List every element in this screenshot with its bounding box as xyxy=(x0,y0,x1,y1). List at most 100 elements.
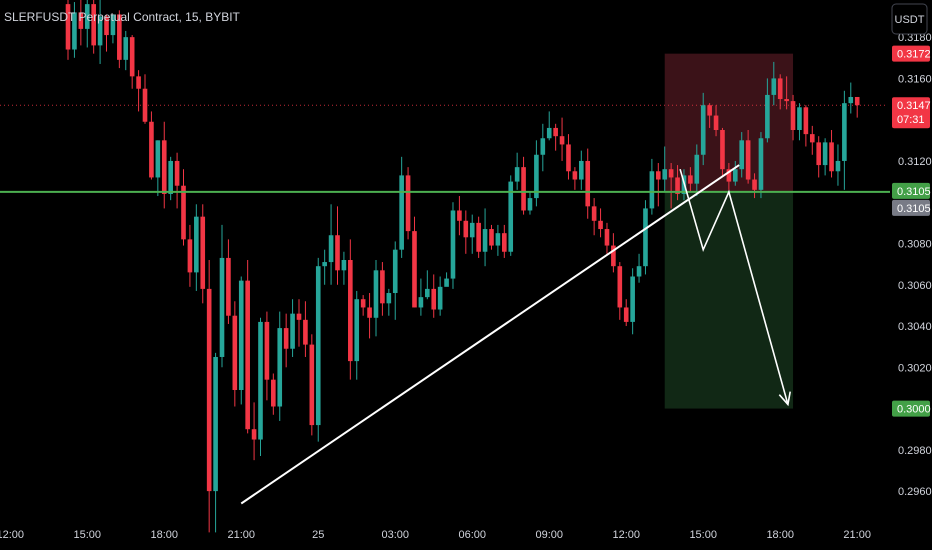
candle[interactable] xyxy=(380,262,385,316)
candle[interactable] xyxy=(842,90,847,190)
candle[interactable] xyxy=(604,222,610,254)
candle[interactable] xyxy=(283,313,289,368)
candle[interactable] xyxy=(784,76,789,110)
candle[interactable] xyxy=(546,111,552,141)
candle[interactable] xyxy=(777,74,783,110)
candle[interactable] xyxy=(463,210,469,254)
candle[interactable] xyxy=(200,204,206,304)
candle[interactable] xyxy=(104,14,109,52)
candle[interactable] xyxy=(675,165,680,201)
candle[interactable] xyxy=(771,61,777,106)
candle[interactable] xyxy=(591,198,597,236)
candle[interactable] xyxy=(489,224,494,250)
candle[interactable] xyxy=(720,127,725,176)
candle[interactable] xyxy=(630,268,635,335)
candle[interactable] xyxy=(765,78,770,143)
candle[interactable] xyxy=(707,103,712,128)
candle[interactable] xyxy=(161,121,167,209)
candle[interactable] xyxy=(623,299,629,327)
candle[interactable] xyxy=(758,132,764,199)
candle[interactable] xyxy=(739,132,745,178)
candle[interactable] xyxy=(502,224,507,258)
candle[interactable] xyxy=(694,144,700,197)
candle[interactable] xyxy=(238,276,244,405)
candle[interactable] xyxy=(386,288,392,316)
time-axis[interactable]: 12:00 15:00 18:00 21:00 25 03:00 06:00 09:00 12:… xyxy=(0,529,871,541)
candle[interactable] xyxy=(174,152,180,209)
candle[interactable] xyxy=(745,130,751,184)
candle[interactable] xyxy=(181,169,186,246)
candle[interactable] xyxy=(617,262,623,320)
candle[interactable] xyxy=(315,257,321,442)
candle[interactable] xyxy=(508,175,514,256)
candle[interactable] xyxy=(117,10,122,69)
candle[interactable] xyxy=(829,130,834,178)
candle[interactable] xyxy=(168,156,173,201)
candle[interactable] xyxy=(187,224,193,287)
candle[interactable] xyxy=(598,208,603,238)
candle[interactable] xyxy=(444,272,449,287)
candle[interactable] xyxy=(527,191,533,215)
candle[interactable] xyxy=(360,295,366,316)
candle[interactable] xyxy=(84,0,90,48)
candle[interactable] xyxy=(482,208,488,267)
currency-button[interactable]: USDT xyxy=(891,3,928,35)
candle[interactable] xyxy=(495,224,501,256)
candle[interactable] xyxy=(399,156,404,258)
candle[interactable] xyxy=(354,290,360,380)
candle[interactable] xyxy=(251,402,257,461)
candle[interactable] xyxy=(392,241,398,320)
candle[interactable] xyxy=(328,204,334,285)
candle[interactable] xyxy=(412,216,417,308)
projection-path[interactable] xyxy=(679,168,792,407)
candle[interactable] xyxy=(219,224,225,368)
candle[interactable] xyxy=(636,253,642,283)
candle[interactable] xyxy=(649,158,655,215)
candle[interactable] xyxy=(123,30,129,71)
candle[interactable] xyxy=(245,260,250,434)
candle[interactable] xyxy=(373,260,379,337)
candle[interactable] xyxy=(277,311,283,421)
price-axis[interactable]: 0.3180 0.3160 0.3120 0.3080 0.3060 0.3040 0.30… xyxy=(898,32,932,498)
candle[interactable] xyxy=(521,156,526,215)
candle[interactable] xyxy=(431,274,437,318)
candle[interactable] xyxy=(264,311,270,401)
candle[interactable] xyxy=(271,373,276,415)
candle[interactable] xyxy=(425,270,430,300)
candle[interactable] xyxy=(585,148,591,219)
candle[interactable] xyxy=(572,167,578,190)
candle[interactable] xyxy=(97,0,103,64)
candle[interactable] xyxy=(655,163,661,207)
candle[interactable] xyxy=(514,152,520,190)
candle[interactable] xyxy=(450,202,456,289)
candle[interactable] xyxy=(790,94,796,141)
candle[interactable] xyxy=(155,140,161,197)
candle[interactable] xyxy=(835,144,841,186)
currency-button-label[interactable]: USDT xyxy=(895,14,925,26)
candle[interactable] xyxy=(854,96,860,118)
candle[interactable] xyxy=(290,299,295,357)
candle[interactable] xyxy=(688,167,693,192)
candle[interactable] xyxy=(91,0,96,54)
candle[interactable] xyxy=(662,146,668,192)
candle[interactable] xyxy=(469,214,475,254)
candle[interactable] xyxy=(405,167,411,240)
candle[interactable] xyxy=(226,239,231,324)
take-profit-zone[interactable] xyxy=(664,191,794,409)
candle[interactable] xyxy=(713,105,719,137)
candle[interactable] xyxy=(129,35,135,89)
candle[interactable] xyxy=(136,70,141,112)
candle[interactable] xyxy=(803,105,809,147)
candle[interactable] xyxy=(110,14,116,44)
candle[interactable] xyxy=(418,278,424,316)
candle[interactable] xyxy=(258,317,263,457)
candle[interactable] xyxy=(457,196,462,236)
candle[interactable] xyxy=(78,0,84,46)
candle[interactable] xyxy=(822,138,828,176)
candle[interactable] xyxy=(540,123,546,172)
candle[interactable] xyxy=(142,74,148,124)
candle[interactable] xyxy=(668,163,674,209)
candle[interactable] xyxy=(643,200,648,275)
candle[interactable] xyxy=(848,82,854,114)
